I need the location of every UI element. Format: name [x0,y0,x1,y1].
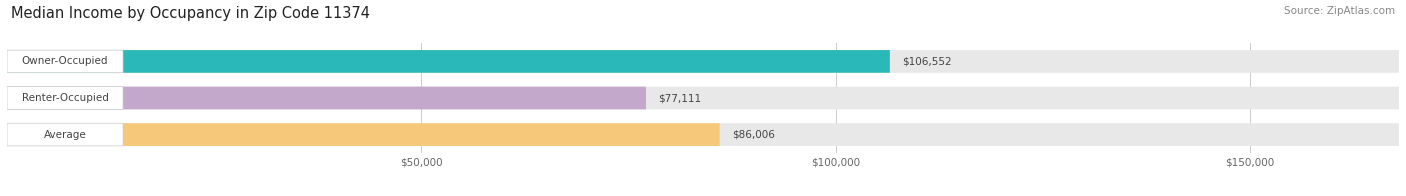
Text: Median Income by Occupancy in Zip Code 11374: Median Income by Occupancy in Zip Code 1… [11,6,370,21]
FancyBboxPatch shape [7,87,1399,109]
Text: $77,111: $77,111 [658,93,702,103]
FancyBboxPatch shape [7,87,645,109]
FancyBboxPatch shape [7,123,1399,146]
Text: Renter-Occupied: Renter-Occupied [21,93,108,103]
FancyBboxPatch shape [7,123,720,146]
Text: $86,006: $86,006 [733,130,775,140]
Text: Owner-Occupied: Owner-Occupied [21,56,108,66]
FancyBboxPatch shape [7,123,124,146]
FancyBboxPatch shape [7,50,124,73]
FancyBboxPatch shape [7,50,1399,73]
FancyBboxPatch shape [7,87,124,109]
FancyBboxPatch shape [7,50,890,73]
Text: Average: Average [44,130,86,140]
Text: $106,552: $106,552 [903,56,952,66]
Text: Source: ZipAtlas.com: Source: ZipAtlas.com [1284,6,1395,16]
